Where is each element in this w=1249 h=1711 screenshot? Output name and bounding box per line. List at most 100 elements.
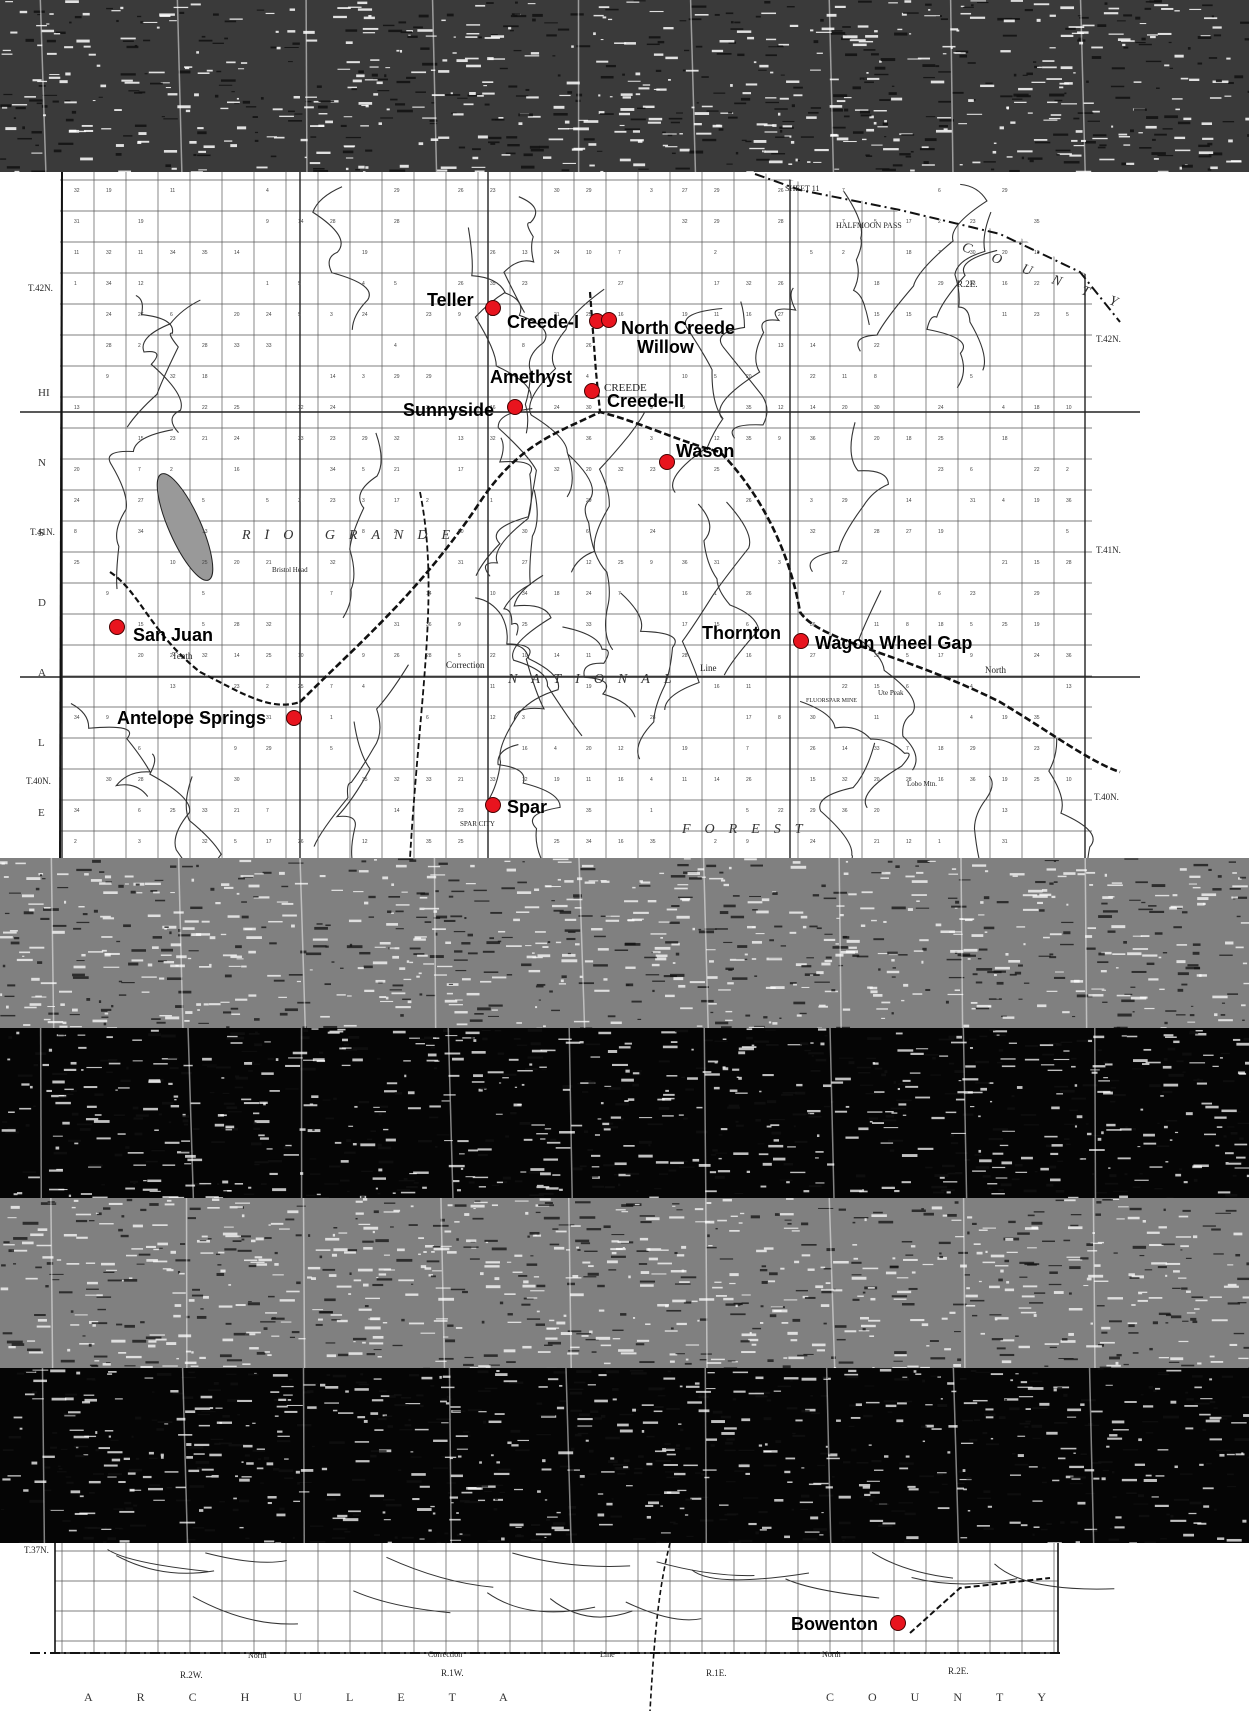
svg-text:5: 5 bbox=[458, 653, 461, 659]
lobo-mtn-label: Lobo Mtn. bbox=[907, 780, 937, 788]
svg-text:5: 5 bbox=[330, 746, 333, 752]
svg-text:4: 4 bbox=[362, 281, 365, 287]
svg-text:28: 28 bbox=[138, 777, 144, 783]
place-label-san-juan[interactable]: San Juan bbox=[133, 625, 214, 645]
place-label-willow[interactable]: Willow bbox=[637, 337, 694, 357]
place-label-wason[interactable]: Wason bbox=[676, 441, 735, 461]
place-label-creede-i[interactable]: Creede-I bbox=[507, 312, 580, 332]
svg-text:5: 5 bbox=[810, 250, 813, 256]
svg-text:10: 10 bbox=[490, 591, 496, 597]
place-label-spar[interactable]: Spar bbox=[507, 797, 548, 817]
svg-text:9: 9 bbox=[458, 312, 461, 318]
svg-text:16: 16 bbox=[1002, 281, 1008, 287]
svg-text:1: 1 bbox=[650, 808, 653, 814]
svg-text:21: 21 bbox=[202, 436, 208, 442]
svg-text:25: 25 bbox=[554, 839, 560, 845]
place-label-antelope-springs[interactable]: Antelope Springs bbox=[117, 708, 267, 728]
svg-text:14: 14 bbox=[394, 808, 400, 814]
place-label-amethyst[interactable]: Amethyst bbox=[490, 367, 573, 387]
svg-text:8: 8 bbox=[778, 715, 781, 721]
place-marker[interactable] bbox=[659, 454, 675, 470]
svg-text:24: 24 bbox=[170, 653, 176, 659]
place-label-creede-ii[interactable]: Creede-II bbox=[607, 391, 685, 411]
place-label-sunnyside[interactable]: Sunnyside bbox=[403, 400, 495, 420]
svg-text:32: 32 bbox=[874, 653, 880, 659]
place-label-thornton[interactable]: Thornton bbox=[702, 623, 781, 643]
svg-text:32: 32 bbox=[490, 436, 496, 442]
svg-text:22: 22 bbox=[202, 405, 208, 411]
svg-text:28: 28 bbox=[874, 529, 880, 535]
svg-text:28: 28 bbox=[330, 219, 336, 225]
svg-text:7: 7 bbox=[330, 591, 333, 597]
place-marker[interactable] bbox=[485, 300, 501, 316]
creede-town-label: CREEDE bbox=[604, 382, 647, 394]
svg-text:36: 36 bbox=[970, 777, 976, 783]
svg-text:36: 36 bbox=[810, 622, 816, 628]
fluorspar-mine-label: FLUORSPAR MINE bbox=[806, 698, 857, 704]
svg-text:11: 11 bbox=[586, 653, 591, 659]
svg-text:7: 7 bbox=[330, 684, 333, 690]
svg-text:10: 10 bbox=[682, 374, 688, 380]
svg-text:1: 1 bbox=[74, 281, 77, 287]
place-label-teller[interactable]: Teller bbox=[427, 290, 474, 310]
svg-text:14: 14 bbox=[234, 250, 240, 256]
township-label: T.41N. bbox=[30, 527, 55, 537]
svg-text:31: 31 bbox=[970, 498, 976, 504]
range-label: R.1E. bbox=[706, 1668, 727, 1678]
svg-text:19: 19 bbox=[362, 250, 368, 256]
svg-text:4: 4 bbox=[554, 746, 557, 752]
svg-text:3: 3 bbox=[330, 312, 333, 318]
svg-text:2: 2 bbox=[938, 219, 941, 225]
svg-text:29: 29 bbox=[938, 281, 944, 287]
svg-text:14: 14 bbox=[426, 591, 432, 597]
svg-text:32: 32 bbox=[266, 622, 272, 628]
svg-text:28: 28 bbox=[106, 343, 112, 349]
place-marker[interactable] bbox=[793, 633, 809, 649]
line-label-bottom: Line bbox=[600, 1650, 615, 1659]
svg-text:33: 33 bbox=[298, 436, 304, 442]
svg-text:20: 20 bbox=[874, 436, 880, 442]
place-label-north-creede[interactable]: North Creede bbox=[621, 318, 736, 338]
svg-text:28: 28 bbox=[426, 653, 432, 659]
svg-text:20: 20 bbox=[586, 746, 592, 752]
svg-text:15: 15 bbox=[138, 622, 144, 628]
range-label: R.2W. bbox=[180, 1670, 203, 1680]
svg-text:17: 17 bbox=[746, 715, 752, 721]
svg-text:17: 17 bbox=[714, 281, 720, 287]
svg-text:9: 9 bbox=[106, 374, 109, 380]
place-marker[interactable] bbox=[109, 619, 125, 635]
place-marker[interactable] bbox=[584, 383, 600, 399]
township-label: T.41N. bbox=[1096, 545, 1121, 555]
svg-text:33: 33 bbox=[490, 777, 496, 783]
svg-text:35: 35 bbox=[586, 808, 592, 814]
svg-text:34: 34 bbox=[106, 281, 112, 287]
place-marker[interactable] bbox=[286, 710, 302, 726]
svg-text:25: 25 bbox=[266, 653, 272, 659]
svg-text:11: 11 bbox=[586, 777, 591, 783]
svg-text:23: 23 bbox=[1034, 746, 1040, 752]
svg-text:2: 2 bbox=[74, 839, 77, 845]
place-marker[interactable] bbox=[601, 312, 617, 328]
place-label-bowenton[interactable]: Bowenton bbox=[791, 1614, 878, 1634]
svg-text:17: 17 bbox=[266, 839, 272, 845]
svg-text:4: 4 bbox=[1002, 498, 1005, 504]
place-marker[interactable] bbox=[485, 797, 501, 813]
svg-text:31: 31 bbox=[1002, 839, 1008, 845]
svg-text:32: 32 bbox=[202, 653, 208, 659]
svg-text:35: 35 bbox=[746, 405, 752, 411]
place-label-wagon-wheel-gap[interactable]: Wagon Wheel Gap bbox=[815, 633, 973, 653]
range-label: R.1W. bbox=[441, 1668, 464, 1678]
svg-text:5: 5 bbox=[234, 839, 237, 845]
svg-text:31: 31 bbox=[74, 219, 80, 225]
svg-text:16: 16 bbox=[938, 777, 944, 783]
svg-text:5: 5 bbox=[202, 622, 205, 628]
place-marker[interactable] bbox=[890, 1615, 906, 1631]
svg-text:25: 25 bbox=[298, 684, 304, 690]
svg-text:9: 9 bbox=[106, 591, 109, 597]
svg-text:4: 4 bbox=[970, 684, 973, 690]
township-label: T.42N. bbox=[1096, 334, 1121, 344]
township-label: T.40N. bbox=[1094, 792, 1119, 802]
svg-text:3: 3 bbox=[138, 839, 141, 845]
place-marker[interactable] bbox=[507, 399, 523, 415]
svg-text:31: 31 bbox=[458, 560, 464, 566]
